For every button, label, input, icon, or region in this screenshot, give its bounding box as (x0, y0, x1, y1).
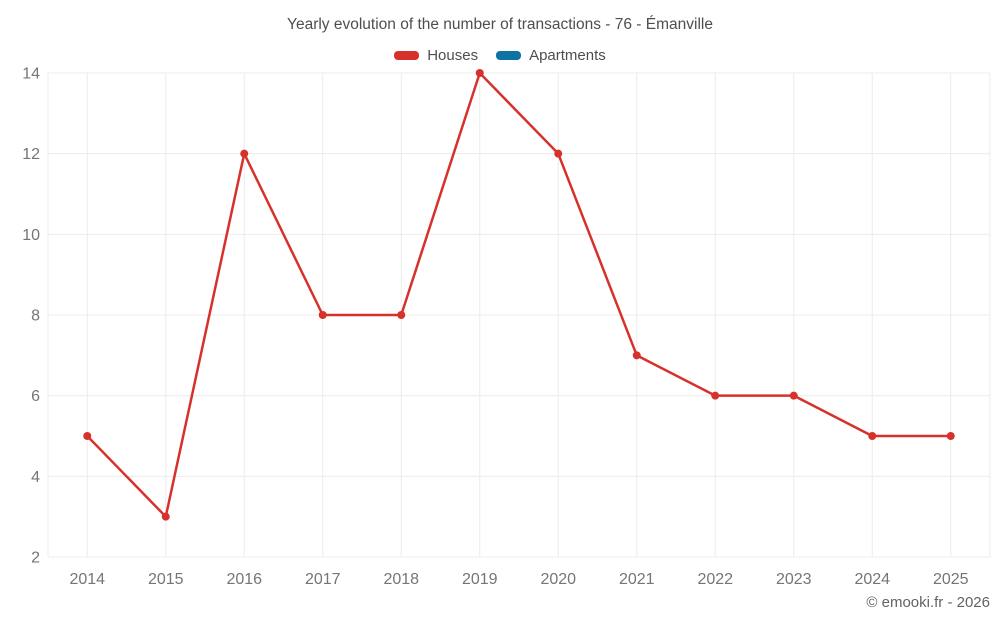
y-axis-tick-label: 14 (22, 66, 40, 83)
data-point-houses-2015[interactable] (161, 512, 170, 521)
y-axis-tick-label: 8 (31, 308, 40, 325)
data-point-houses-2017[interactable] (318, 311, 327, 319)
data-point-houses-2024[interactable] (868, 432, 877, 440)
x-axis-tick-label: 2018 (383, 571, 419, 588)
x-axis-tick-label: 2016 (226, 571, 262, 588)
series-line-houses (86, 71, 951, 518)
chart-title: Yearly evolution of the number of transa… (287, 16, 713, 33)
x-axis-tick-label: 2021 (619, 571, 655, 588)
footer-credit: © emooki.fr - 2026 (866, 594, 990, 611)
y-axis-tick-label: 12 (22, 146, 40, 163)
data-point-houses-2018[interactable] (397, 311, 406, 319)
x-axis-tick-label: 2014 (69, 571, 105, 588)
x-axis-tick-label: 2017 (305, 571, 341, 588)
data-point-houses-2022[interactable] (711, 391, 720, 400)
x-axis-tick-label: 2015 (148, 571, 184, 588)
chart-legend: Houses Apartments (0, 47, 1000, 64)
y-axis-tick-label: 6 (31, 388, 40, 405)
x-axis-tick-label: 2019 (462, 571, 498, 588)
apartments-legend-swatch-icon (496, 51, 522, 60)
legend-label-apartments: Apartments (529, 47, 606, 64)
y-axis-tick-label: 4 (31, 469, 40, 486)
legend-item-apartments[interactable]: Apartments (496, 47, 606, 64)
y-axis-tick-label: 2 (31, 550, 40, 567)
x-axis-tick-label: 2022 (697, 571, 733, 588)
x-axis-tick-label: 2020 (540, 571, 576, 588)
y-axis-tick-label: 10 (22, 227, 40, 244)
data-point-houses-2020[interactable] (554, 149, 563, 158)
x-axis-tick-label: 2025 (933, 571, 969, 588)
legend-item-houses[interactable]: Houses (394, 47, 478, 64)
data-point-houses-2014[interactable] (83, 432, 92, 440)
data-point-houses-2021[interactable] (632, 351, 641, 360)
legend-label-houses: Houses (427, 47, 479, 64)
data-point-houses-2016[interactable] (240, 149, 249, 158)
x-axis-tick-label: 2023 (776, 571, 812, 588)
x-axis-tick-label: 2024 (854, 571, 890, 588)
data-point-houses-2019[interactable] (475, 69, 484, 77)
houses-legend-swatch-icon (394, 51, 420, 60)
data-point-houses-2025[interactable] (946, 432, 955, 440)
data-point-houses-2023[interactable] (789, 391, 798, 400)
